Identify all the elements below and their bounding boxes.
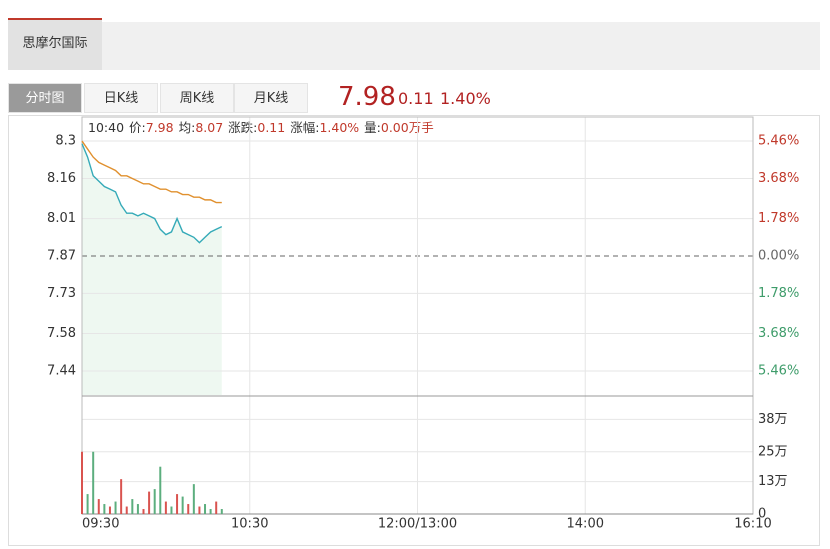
- volume-bar: [220, 509, 223, 514]
- volume-tick-label: 0: [758, 507, 766, 522]
- tab[interactable]: 分时图: [8, 83, 82, 113]
- x-tick-label: 16:10: [734, 517, 771, 532]
- info-line: 10:40 价:7.98 均:8.07 涨跌:0.11 涨幅:1.40% 量:0.00万手: [88, 120, 434, 135]
- info-value: 1.40%: [319, 120, 359, 135]
- volume-bar: [81, 451, 83, 514]
- y-tick-label: 7.58: [47, 326, 76, 341]
- info-value: 0.00万手: [381, 120, 434, 135]
- y2-tick-label: 0.00%: [758, 249, 799, 264]
- volume-bar: [198, 506, 201, 514]
- quote-change: 0.11: [398, 89, 434, 108]
- volume-bar: [170, 506, 173, 514]
- volume-bar: [108, 506, 111, 514]
- info-label: 价:: [129, 120, 146, 135]
- tab[interactable]: 日K线: [84, 83, 158, 113]
- y-tick-label: 7.44: [47, 363, 76, 378]
- volume-bar: [136, 504, 139, 514]
- volume-tick-label: 25万: [758, 444, 788, 459]
- y-tick-label: 7.73: [47, 286, 76, 301]
- volume-bar: [114, 501, 117, 514]
- volume-bar: [159, 466, 162, 514]
- stock-tab[interactable]: 思摩尔国际: [8, 18, 102, 70]
- volume-bar: [142, 509, 145, 514]
- y-tick-label: 8.01: [47, 211, 76, 226]
- volume-bar: [204, 504, 207, 514]
- volume-bar: [164, 501, 167, 514]
- price-line: [81, 140, 222, 204]
- x-tick-label: 09:30: [82, 517, 119, 532]
- volume-bar: [192, 484, 195, 514]
- info-value: 0.11: [257, 120, 285, 135]
- price-line: [81, 143, 223, 244]
- quote-percent: 1.40%: [440, 89, 491, 108]
- y2-tick-label: 5.46%: [758, 134, 799, 149]
- volume-bar: [215, 501, 218, 514]
- info-label: 涨跌:: [228, 120, 257, 135]
- x-tick-label: 10:30: [231, 517, 268, 532]
- y2-tick-label: 1.78%: [758, 286, 799, 301]
- volume-bar: [125, 506, 128, 514]
- volume-bar: [187, 504, 190, 514]
- volume-bar: [120, 479, 123, 514]
- y2-tick-label: 3.68%: [758, 171, 799, 186]
- y2-tick-label: 3.68%: [758, 326, 799, 341]
- y-tick-label: 8.3: [55, 134, 76, 149]
- volume-bar: [97, 499, 100, 514]
- volume-bar: [148, 491, 151, 514]
- tab[interactable]: 月K线: [234, 83, 308, 113]
- volume-bar: [181, 496, 184, 514]
- price-area: [82, 143, 222, 395]
- x-tick-label: 12:00/13:00: [378, 517, 457, 532]
- volume-tick-label: 13万: [758, 474, 788, 489]
- volume-bar: [153, 489, 156, 514]
- y2-tick-label: 1.78%: [758, 211, 799, 226]
- volume-bar: [103, 504, 106, 514]
- x-tick-label: 14:00: [567, 517, 604, 532]
- info-value: 7.98: [146, 120, 174, 135]
- volume-bar: [131, 499, 134, 514]
- info-value: 8.07: [195, 120, 223, 135]
- volume-bar: [86, 494, 89, 514]
- volume-bar: [92, 451, 95, 514]
- volume-bar: [209, 509, 212, 514]
- quote-price: 7.98: [338, 82, 396, 112]
- info-label: 涨幅:: [290, 120, 319, 135]
- info-label: 10:40: [88, 120, 124, 135]
- y2-tick-label: 5.46%: [758, 363, 799, 378]
- tab[interactable]: 周K线: [160, 83, 234, 113]
- chart-frame: [8, 115, 820, 546]
- volume-tick-label: 38万: [758, 412, 788, 427]
- volume-bar: [176, 494, 179, 514]
- y-tick-label: 8.16: [47, 171, 76, 186]
- title-bar: [8, 22, 820, 70]
- info-label: 均:: [179, 120, 196, 135]
- y-tick-label: 7.87: [47, 249, 76, 264]
- info-label: 量:: [364, 120, 381, 135]
